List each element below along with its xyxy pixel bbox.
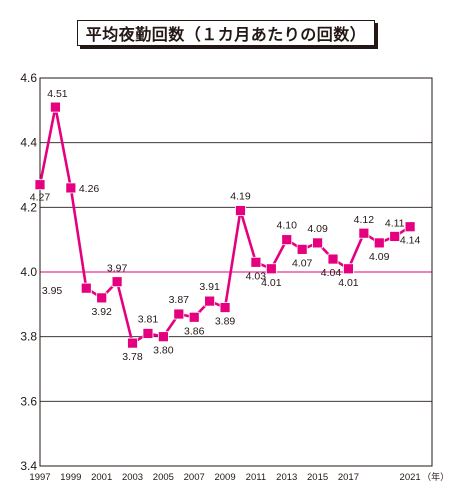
data-point [96, 292, 108, 304]
data-label: 4.19 [230, 191, 251, 203]
data-point [235, 205, 246, 216]
data-label: 3.87 [169, 294, 190, 306]
data-point [111, 276, 123, 288]
data-label: 3.91 [199, 281, 220, 293]
data-label: 4.12 [354, 214, 375, 226]
data-point [188, 311, 200, 323]
data-point [80, 282, 92, 294]
chart-title: 平均夜勤回数（１カ月あたりの回数） [77, 20, 375, 46]
data-point [296, 243, 308, 255]
y-tick-label: 4.6 [20, 71, 37, 85]
data-label: 3.95 [42, 285, 63, 297]
x-tick-label: 2021 [400, 472, 421, 483]
data-label: 4.14 [400, 235, 421, 247]
data-point [127, 337, 138, 349]
data-point [219, 302, 231, 313]
x-tick-label: 2005 [153, 472, 174, 483]
data-point [173, 308, 185, 320]
x-tick-label: 2001 [91, 472, 112, 483]
y-tick-label: 4.0 [20, 265, 37, 279]
data-label: 4.09 [369, 251, 390, 263]
data-label: 4.03 [246, 270, 267, 282]
data-label: 4.27 [30, 192, 51, 204]
data-point [358, 227, 370, 239]
data-label: 3.92 [91, 306, 112, 318]
data-label: 4.01 [261, 277, 282, 289]
data-point [327, 253, 339, 265]
data-label: 4.01 [338, 277, 359, 289]
x-tick-label: 1997 [29, 472, 50, 483]
data-point [142, 328, 154, 339]
data-point [250, 256, 262, 268]
data-label: 4.07 [292, 257, 313, 269]
x-axis-unit: （年） [422, 471, 449, 483]
x-tick-label: 2003 [122, 472, 143, 483]
data-point [281, 234, 293, 246]
data-label: 4.04 [321, 267, 342, 279]
y-tick-label: 3.8 [20, 330, 37, 344]
y-tick-label: 4.4 [20, 136, 37, 150]
y-tick-label: 3.4 [20, 459, 37, 473]
data-point [204, 295, 216, 307]
x-tick-label: 2013 [276, 472, 297, 483]
x-tick-label: 2009 [214, 472, 235, 483]
data-label: 4.51 [47, 88, 68, 100]
plot-frame [39, 77, 433, 467]
data-label: 3.86 [184, 325, 205, 337]
data-label: 3.89 [215, 316, 236, 328]
data-label: 4.11 [385, 217, 405, 229]
data-point [265, 263, 277, 275]
data-point [312, 237, 323, 249]
data-label: 3.78 [122, 351, 143, 363]
data-point [373, 237, 385, 249]
data-point [34, 179, 46, 191]
data-point [157, 331, 169, 343]
x-tick-label: 1999 [60, 472, 81, 483]
y-tick-label: 3.6 [20, 394, 37, 408]
data-label: 3.97 [107, 263, 128, 275]
data-label: 4.09 [307, 223, 328, 235]
data-label: 3.81 [138, 313, 159, 325]
x-tick-label: 2007 [184, 472, 205, 483]
data-point [389, 231, 401, 242]
x-tick-label: 2011 [246, 472, 266, 483]
data-point [343, 263, 354, 275]
data-label: 4.26 [79, 183, 100, 195]
data-point [65, 182, 77, 194]
data-point [50, 101, 61, 113]
y-tick-label: 4.2 [20, 200, 37, 214]
data-label: 4.10 [277, 220, 298, 232]
x-tick-label: 2017 [338, 472, 359, 483]
data-label: 3.80 [153, 345, 174, 357]
x-tick-label: 2015 [307, 472, 328, 483]
data-point [404, 221, 416, 233]
